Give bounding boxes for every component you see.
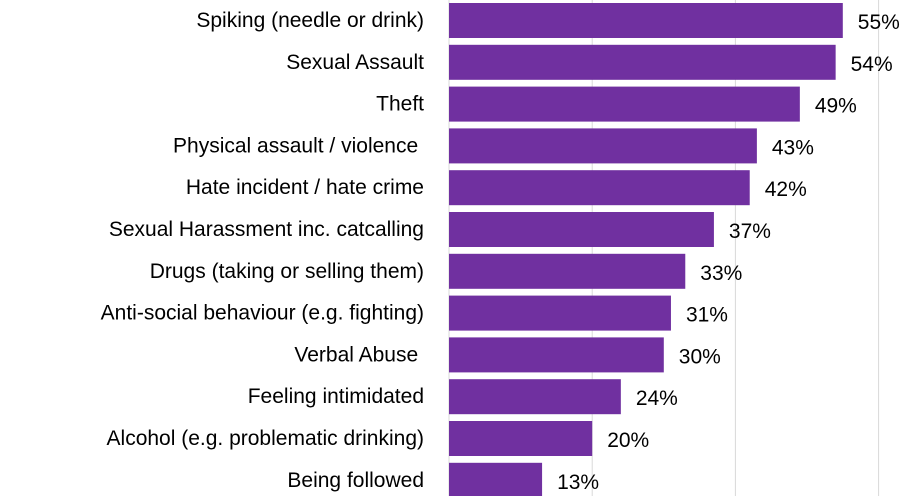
bar <box>449 295 671 331</box>
bar <box>449 212 714 247</box>
value-label: 49% <box>815 95 857 118</box>
category-label: Feeling intimidated <box>248 385 424 408</box>
value-label: 37% <box>729 220 771 243</box>
value-label: 13% <box>557 471 599 494</box>
category-label: Hate incident / hate crime <box>186 176 424 199</box>
bar <box>449 44 836 80</box>
category-label: Sexual Assault <box>286 51 424 74</box>
category-label: Theft <box>376 93 424 116</box>
bar <box>449 253 686 289</box>
value-labels: 55% 54% 49%43% 42% 37% 33% 31% 30%24% 20% 13% <box>557 11 900 494</box>
category-label: Anti-social behaviour (e.g. fighting) <box>101 302 424 325</box>
category-label: Verbal Abuse <box>294 343 424 366</box>
bar <box>449 170 750 206</box>
value-label: 31% <box>686 304 728 327</box>
value-label: 43% <box>772 136 814 159</box>
bar <box>449 128 757 164</box>
bars <box>449 3 843 496</box>
bar <box>449 337 664 373</box>
value-label: 24% <box>636 387 678 410</box>
category-labels: Spiking (needle or drink) Sexual Assault T… <box>101 9 425 492</box>
category-label: Alcohol (e.g. problematic drinking) <box>107 427 424 450</box>
category-label: Drugs (taking or selling them) <box>150 260 424 283</box>
value-label: 42% <box>765 178 807 201</box>
category-label: Sexual Harassment inc. catcalling <box>109 218 424 241</box>
value-label: 20% <box>607 429 649 452</box>
bar <box>449 379 621 415</box>
bar <box>449 86 800 122</box>
bar <box>449 462 543 496</box>
value-label: 54% <box>851 53 893 76</box>
bar <box>449 421 593 456</box>
category-label: Physical assault / violence <box>173 134 424 157</box>
category-label: Being followed <box>287 469 424 492</box>
value-label: 55% <box>858 11 900 34</box>
category-label: Spiking (needle or drink) <box>196 9 424 32</box>
value-label: 33% <box>700 262 742 285</box>
bar <box>449 3 843 38</box>
value-label: 30% <box>679 345 721 368</box>
